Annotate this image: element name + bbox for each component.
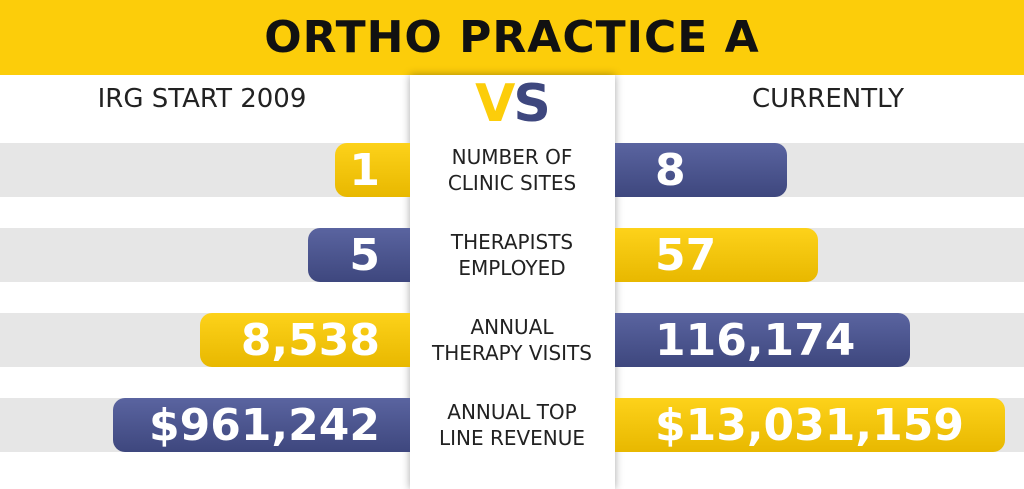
- left-value: 5: [308, 228, 410, 282]
- row-label: THERAPISTS EMPLOYED: [412, 228, 612, 282]
- row-label: ANNUAL THERAPY VISITS: [412, 313, 612, 367]
- right-value: 116,174: [615, 313, 910, 367]
- left-header: IRG START 2009: [97, 84, 307, 114]
- title-banner: ORTHO PRACTICE A: [0, 0, 1024, 75]
- vs: VS: [412, 74, 612, 134]
- label-line: ANNUAL TOP: [447, 400, 577, 424]
- left-value: 8,538: [200, 313, 410, 367]
- row-label: NUMBER OF CLINIC SITES: [412, 143, 612, 197]
- label-line: ANNUAL: [470, 315, 554, 339]
- left-value: 1: [335, 143, 410, 197]
- right-value: 8: [615, 143, 787, 197]
- vs-v: V: [475, 74, 515, 134]
- left-value: $961,242: [113, 398, 410, 452]
- right-value: $13,031,159: [615, 398, 1005, 452]
- title: ORTHO PRACTICE A: [264, 12, 760, 63]
- right-header: CURRENTLY: [752, 84, 904, 114]
- label-line: CLINIC SITES: [447, 171, 577, 195]
- vs-s: S: [513, 74, 550, 134]
- label-line: NUMBER OF: [451, 145, 573, 169]
- row-label: ANNUAL TOP LINE REVENUE: [412, 398, 612, 452]
- label-line: EMPLOYED: [458, 256, 566, 280]
- right-value: 57: [615, 228, 818, 282]
- label-line: THERAPY VISITS: [432, 341, 592, 365]
- label-line: THERAPISTS: [450, 230, 574, 254]
- label-line: LINE REVENUE: [438, 426, 586, 450]
- center-column: [410, 75, 615, 489]
